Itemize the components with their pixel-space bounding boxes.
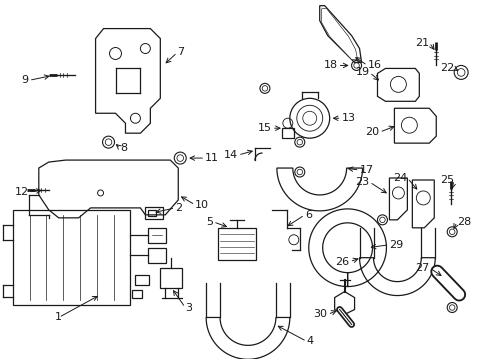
Bar bbox=[13, 210, 130, 305]
Text: 13: 13 bbox=[342, 113, 356, 123]
Text: 23: 23 bbox=[355, 177, 369, 187]
Text: 12: 12 bbox=[15, 187, 29, 197]
Text: 5: 5 bbox=[206, 217, 213, 227]
Text: 17: 17 bbox=[360, 165, 374, 175]
Text: 21: 21 bbox=[415, 37, 429, 48]
Text: 7: 7 bbox=[177, 48, 184, 58]
Bar bbox=[135, 275, 149, 285]
Text: 3: 3 bbox=[185, 302, 192, 312]
Polygon shape bbox=[322, 9, 358, 59]
Bar bbox=[282, 128, 294, 138]
Bar bbox=[146, 207, 163, 219]
Bar bbox=[132, 289, 143, 298]
Text: 11: 11 bbox=[205, 153, 219, 163]
Bar bbox=[148, 248, 166, 263]
Text: 9: 9 bbox=[22, 75, 29, 85]
Text: 25: 25 bbox=[440, 175, 454, 185]
Text: 8: 8 bbox=[121, 143, 127, 153]
Bar bbox=[218, 228, 256, 260]
Text: 22: 22 bbox=[440, 63, 454, 73]
Bar bbox=[148, 228, 166, 243]
Text: 19: 19 bbox=[355, 67, 369, 77]
Bar bbox=[148, 210, 156, 216]
Text: 30: 30 bbox=[314, 310, 328, 319]
Text: 16: 16 bbox=[368, 60, 382, 71]
Text: 26: 26 bbox=[336, 257, 349, 267]
Text: 2: 2 bbox=[175, 203, 182, 213]
Text: 20: 20 bbox=[366, 127, 379, 137]
Text: 14: 14 bbox=[224, 150, 238, 160]
Text: 29: 29 bbox=[390, 240, 404, 250]
Text: 24: 24 bbox=[393, 173, 407, 183]
Text: 4: 4 bbox=[307, 336, 314, 346]
Text: 10: 10 bbox=[195, 200, 209, 210]
Text: 27: 27 bbox=[415, 263, 429, 273]
Text: 1: 1 bbox=[55, 312, 62, 323]
Text: 28: 28 bbox=[457, 217, 471, 227]
Bar bbox=[160, 268, 182, 288]
Text: 6: 6 bbox=[305, 210, 312, 220]
Text: 15: 15 bbox=[258, 123, 272, 133]
Text: 18: 18 bbox=[323, 60, 338, 71]
